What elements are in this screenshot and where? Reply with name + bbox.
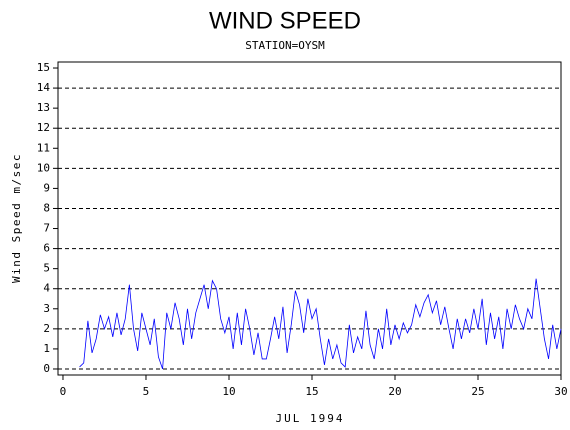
y-tick-label: 1 — [43, 342, 50, 355]
y-tick-label: 15 — [37, 61, 50, 74]
y-axis-label: Wind Speed m/sec — [10, 153, 23, 283]
x-tick-label: 5 — [143, 385, 150, 398]
y-tick-label: 8 — [43, 201, 50, 214]
chart-subtitle: STATION=OYSM — [245, 39, 325, 52]
y-tick-label: 12 — [37, 121, 50, 134]
y-tick-label: 10 — [37, 161, 50, 174]
x-tick-label: 0 — [60, 385, 67, 398]
y-tick-label: 3 — [43, 302, 50, 315]
y-tick-label: 2 — [43, 322, 50, 335]
x-tick-label: 10 — [222, 385, 235, 398]
x-tick-label: 30 — [554, 385, 567, 398]
chart-title: WIND SPEED — [209, 7, 361, 34]
y-tick-label: 0 — [43, 362, 50, 375]
y-tick-label: 9 — [43, 181, 50, 194]
y-tick-label: 4 — [43, 282, 50, 295]
x-tick-label: 25 — [471, 385, 484, 398]
data-line — [79, 278, 562, 370]
y-tick-label: 7 — [43, 222, 50, 235]
x-tick-label: 15 — [305, 385, 318, 398]
plot-frame — [57, 61, 562, 376]
y-tick-label: 13 — [37, 101, 50, 114]
x-tick-label: 20 — [388, 385, 401, 398]
y-tick-label: 14 — [37, 81, 51, 94]
y-tick-label: 11 — [37, 141, 50, 154]
x-axis-label: JUL 1994 — [276, 412, 345, 425]
y-tick-label: 5 — [43, 262, 50, 275]
y-tick-label: 6 — [43, 242, 50, 255]
